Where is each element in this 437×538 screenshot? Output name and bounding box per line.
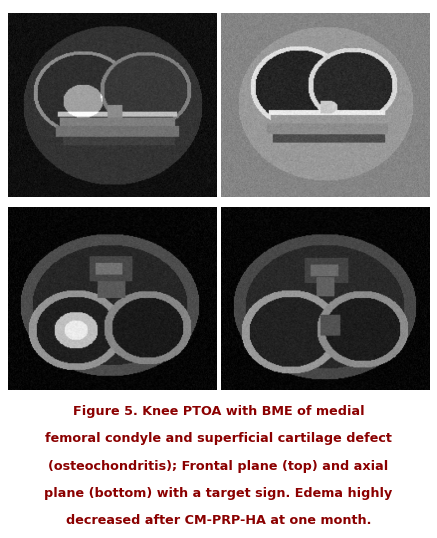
Text: femoral condyle and superficial cartilage defect: femoral condyle and superficial cartilag… — [45, 432, 392, 445]
Text: Figure 5. Knee PTOA with BME of medial: Figure 5. Knee PTOA with BME of medial — [73, 405, 364, 418]
Text: decreased after CM-PRP-HA at one month.: decreased after CM-PRP-HA at one month. — [66, 514, 371, 527]
Text: plane (bottom) with a target sign. Edema highly: plane (bottom) with a target sign. Edema… — [45, 487, 392, 500]
Text: (osteochondritis); Frontal plane (top) and axial: (osteochondritis); Frontal plane (top) a… — [49, 459, 388, 472]
